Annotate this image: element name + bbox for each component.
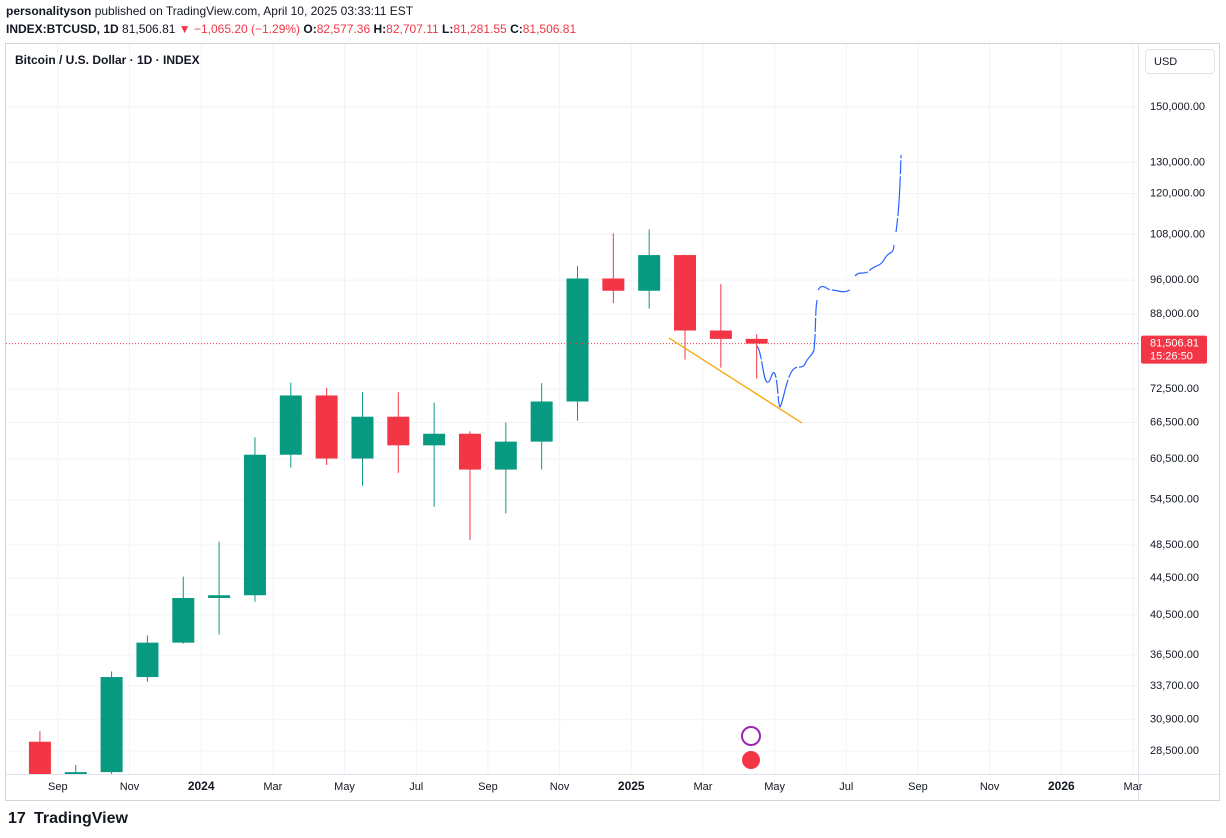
x-tick-label: Jul [409,781,423,793]
y-tick-label: 60,500.00 [1150,453,1199,465]
chart-title: Bitcoin / U.S. Dollar · 1D · INDEX [15,53,200,67]
x-tick-label: Sep [908,781,928,793]
x-tick-label: May [764,781,785,793]
candle-body [136,642,159,678]
candle-body [100,677,123,773]
trend-line [668,337,803,424]
country-event-icon[interactable] [742,751,760,769]
x-tick-label: Sep [48,781,68,793]
last-price-box [1141,335,1207,364]
candle-body [530,401,553,442]
candle-body [64,772,87,774]
y-tick-label: 88,000.00 [1150,308,1199,320]
y-tick-label: 48,500.00 [1150,539,1199,551]
x-tick-label: Nov [120,781,140,793]
symbol: INDEX:BTCUSD, 1D [6,22,119,36]
currency: USD [1154,56,1177,68]
x-tick-label: Sep [478,781,498,793]
x-tick-label: 2024 [188,779,215,793]
symbol-line: INDEX:BTCUSD, 1D 81,506.81 ▼ −1,065.20 (… [6,22,576,36]
x-tick-label: Nov [550,781,570,793]
y-tick-label: 108,000.00 [1150,228,1205,240]
candle-body [243,454,266,596]
high: 82,707.11 [386,22,439,36]
close: 81,506.81 [522,22,577,36]
x-tick-label: Mar [263,781,282,793]
candle-body [315,395,338,459]
x-tick-label: Mar [1124,781,1143,793]
x-tick-label: 2026 [1048,779,1075,793]
candle-body [458,433,481,470]
x-tick-label: 2025 [618,779,645,793]
y-tick-label: 96,000.00 [1150,274,1199,286]
candle-body [423,433,446,446]
y-tick-label: 44,500.00 [1150,572,1199,584]
y-tick-label: 30,900.00 [1150,714,1199,726]
currency-button[interactable] [1145,49,1215,74]
brand: TradingView [34,810,129,827]
candle-body [208,595,231,598]
x-tick-label: Nov [980,781,1000,793]
candle-body [351,416,374,459]
y-tick-label: 120,000.00 [1150,187,1205,199]
y-tick-label: 36,500.00 [1150,649,1199,661]
y-tick-label: 150,000.00 [1150,101,1205,113]
candle-body [172,597,195,643]
projection-drawing [756,154,902,408]
y-tick-label: 66,500.00 [1150,416,1199,428]
y-tick-label: 33,700.00 [1150,680,1199,692]
x-tick-label: Mar [693,781,712,793]
publish-line: personalityson published on TradingView.… [6,4,413,18]
publisher: personalityson [6,4,92,18]
candle-body [638,255,661,291]
open-label: O: [303,22,317,36]
y-tick-label: 54,500.00 [1150,494,1199,506]
candle-body [709,330,732,339]
last-price-label: 81,506.81 [1150,337,1199,349]
high-label: H: [373,22,387,36]
brand-logo: 17 [8,810,26,827]
candle-body [28,741,51,774]
event-icon[interactable] [741,726,761,746]
candle-body [387,416,410,446]
open: 82,577.36 [316,22,371,36]
candle-body [602,278,625,291]
y-tick-label: 28,500.00 [1150,745,1199,757]
last: 81,506.81 [122,22,176,36]
chart-frame [5,43,1220,801]
x-tick-label: May [334,781,355,793]
low-label: L: [442,22,454,36]
y-tick-label: 72,500.00 [1150,383,1199,395]
candle-body [494,441,517,470]
candle-body [745,338,768,344]
y-tick-label: 40,500.00 [1150,609,1199,621]
close-label: C: [510,22,523,36]
candle-body [566,278,589,402]
x-tick-label: Jul [839,781,853,793]
low: 81,281.55 [453,22,507,36]
candle-body [674,255,697,331]
countdown: 15:26:50 [1150,350,1193,362]
change: ▼ −1,065.20 (−1.29%) [178,22,301,36]
publish-info: published on TradingView.com, April 10, … [94,4,414,18]
y-tick-label: 130,000.00 [1150,156,1205,168]
candle-body [279,395,302,455]
